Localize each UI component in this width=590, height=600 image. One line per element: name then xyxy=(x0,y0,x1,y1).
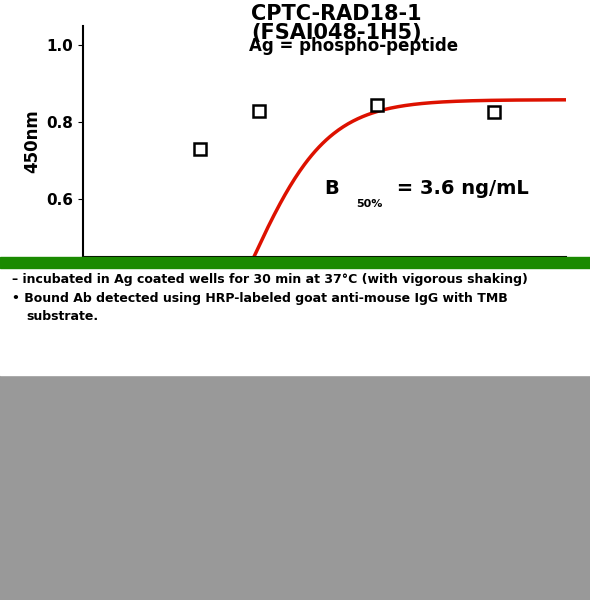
Text: B: B xyxy=(324,179,339,199)
Text: substrate.: substrate. xyxy=(27,310,99,323)
Text: Ag = phospho-peptide: Ag = phospho-peptide xyxy=(249,37,458,55)
Text: • Bound Ab detected using HRP-labeled goat anti-mouse IgG with TMB: • Bound Ab detected using HRP-labeled go… xyxy=(12,292,507,305)
Text: CPTC-RAD18-1: CPTC-RAD18-1 xyxy=(251,4,422,23)
Text: (FSAI048-1H5): (FSAI048-1H5) xyxy=(251,23,422,43)
Y-axis label: 450nm: 450nm xyxy=(24,109,42,173)
Text: 50%: 50% xyxy=(356,199,382,209)
Text: = 3.6 ng/mL: = 3.6 ng/mL xyxy=(390,179,529,199)
Text: – incubated in Ag coated wells for 30 min at 37°C (with vigorous shaking): – incubated in Ag coated wells for 30 mi… xyxy=(12,273,527,286)
